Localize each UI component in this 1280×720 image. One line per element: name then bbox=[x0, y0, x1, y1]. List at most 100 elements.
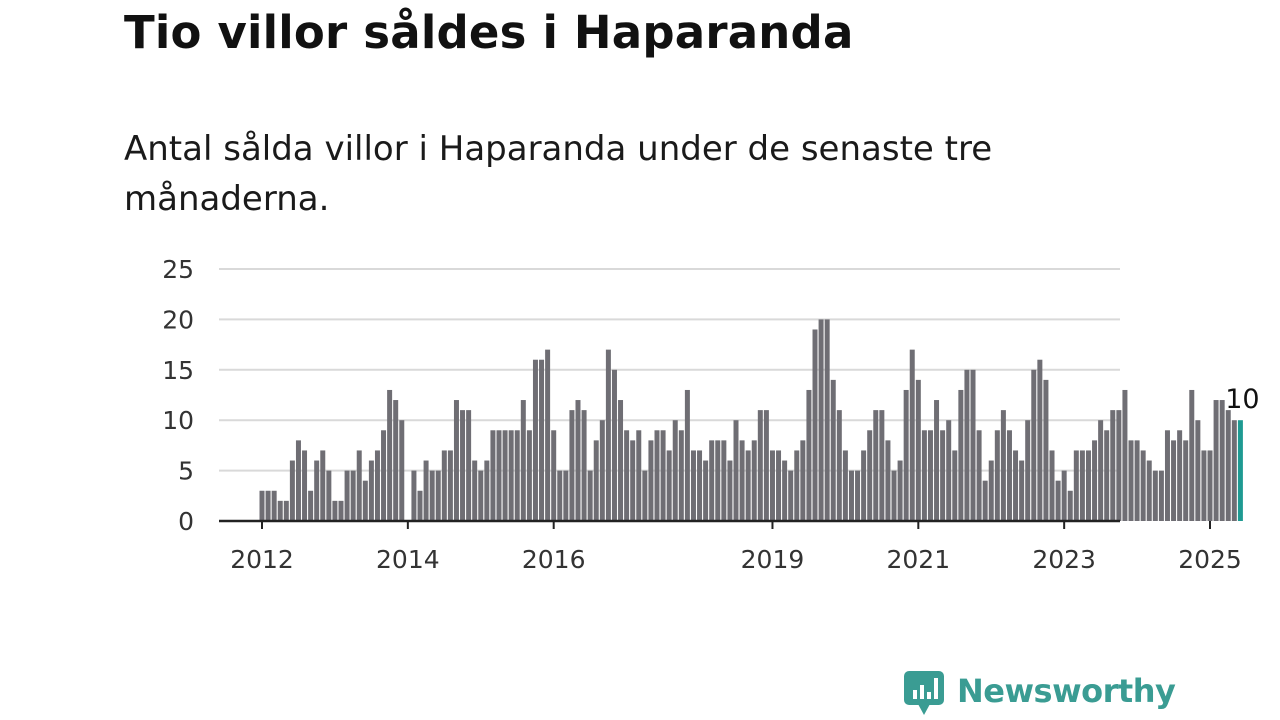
bar bbox=[289, 460, 295, 521]
bar bbox=[575, 400, 581, 521]
bar bbox=[368, 460, 374, 521]
bar bbox=[678, 430, 684, 521]
bar bbox=[794, 450, 800, 521]
bar bbox=[1164, 430, 1170, 521]
bar bbox=[295, 440, 301, 521]
bar bbox=[532, 359, 538, 521]
bar bbox=[411, 470, 417, 521]
bar bbox=[587, 470, 593, 521]
bar bbox=[599, 420, 605, 521]
bar bbox=[1098, 420, 1104, 521]
bar bbox=[563, 470, 569, 521]
bar bbox=[545, 349, 551, 521]
chart-title: Tio villor såldes i Haparanda bbox=[124, 6, 854, 59]
bar bbox=[1110, 410, 1116, 521]
bar bbox=[1006, 430, 1012, 521]
x-tick-label: 2023 bbox=[1032, 545, 1096, 574]
bar bbox=[964, 369, 970, 521]
bar bbox=[782, 460, 788, 521]
bar bbox=[453, 400, 459, 521]
bar bbox=[970, 369, 976, 521]
bar bbox=[302, 450, 308, 521]
bar bbox=[684, 389, 690, 521]
y-tick-label: 20 bbox=[162, 305, 194, 334]
bar bbox=[648, 440, 654, 521]
bar bbox=[988, 460, 994, 521]
bar bbox=[265, 490, 271, 521]
bar bbox=[830, 379, 836, 521]
bar bbox=[514, 430, 520, 521]
bar bbox=[1171, 440, 1177, 521]
bar bbox=[776, 450, 782, 521]
bar bbox=[636, 430, 642, 521]
bar bbox=[1219, 400, 1225, 521]
bar bbox=[356, 450, 362, 521]
bar bbox=[1146, 460, 1152, 521]
bar bbox=[1116, 410, 1122, 521]
bar bbox=[1152, 470, 1158, 521]
bar bbox=[855, 470, 861, 521]
bar bbox=[727, 460, 733, 521]
bar bbox=[326, 470, 332, 521]
bar bbox=[1055, 480, 1061, 521]
bar bbox=[569, 410, 575, 521]
bar bbox=[472, 460, 478, 521]
bar bbox=[788, 470, 794, 521]
bar bbox=[630, 440, 636, 521]
bar bbox=[934, 400, 940, 521]
bar bbox=[812, 329, 818, 521]
bar bbox=[800, 440, 806, 521]
bar bbox=[1128, 440, 1134, 521]
bar bbox=[818, 319, 824, 521]
bar bbox=[508, 430, 514, 521]
bar bbox=[551, 430, 557, 521]
bar bbox=[867, 430, 873, 521]
bar bbox=[1019, 460, 1025, 521]
bar bbox=[417, 490, 423, 521]
bar bbox=[1207, 450, 1213, 521]
bar bbox=[952, 450, 958, 521]
bar bbox=[1025, 420, 1031, 521]
bar bbox=[1195, 420, 1201, 521]
bar bbox=[1085, 450, 1091, 521]
bar bbox=[642, 470, 648, 521]
bars bbox=[259, 319, 1243, 521]
bar bbox=[490, 430, 496, 521]
bar bbox=[441, 450, 447, 521]
bar bbox=[1031, 369, 1037, 521]
bar bbox=[891, 470, 897, 521]
bar bbox=[350, 470, 356, 521]
bar bbox=[885, 440, 891, 521]
gridlines bbox=[219, 268, 1120, 472]
bar bbox=[1201, 450, 1207, 521]
bar bbox=[581, 410, 587, 521]
bar bbox=[496, 430, 502, 521]
bar bbox=[751, 440, 757, 521]
bar bbox=[1231, 420, 1237, 521]
bar bbox=[484, 460, 490, 521]
bar bbox=[447, 450, 453, 521]
y-tick-label: 0 bbox=[178, 507, 194, 536]
y-tick-label: 25 bbox=[162, 255, 194, 284]
bar bbox=[824, 319, 830, 521]
bar bbox=[745, 450, 751, 521]
bar bbox=[1000, 410, 1006, 521]
bar bbox=[332, 500, 338, 521]
bar bbox=[502, 430, 508, 521]
bar bbox=[435, 470, 441, 521]
bar bbox=[1049, 450, 1055, 521]
brand-logo: Newsworthy bbox=[904, 671, 1176, 715]
bar bbox=[848, 470, 854, 521]
x-axis-ticks: 2012 2014 2016 2019 2021 2023 2025 bbox=[230, 521, 1242, 574]
bar bbox=[1043, 379, 1049, 521]
bar bbox=[909, 349, 915, 521]
bar bbox=[1037, 359, 1043, 521]
bar bbox=[1158, 470, 1164, 521]
bar bbox=[666, 450, 672, 521]
bar bbox=[1134, 440, 1140, 521]
bar bbox=[374, 450, 380, 521]
bar bbox=[1013, 450, 1019, 521]
bar bbox=[611, 369, 617, 521]
x-tick-label: 2014 bbox=[376, 545, 440, 574]
bar bbox=[861, 450, 867, 521]
